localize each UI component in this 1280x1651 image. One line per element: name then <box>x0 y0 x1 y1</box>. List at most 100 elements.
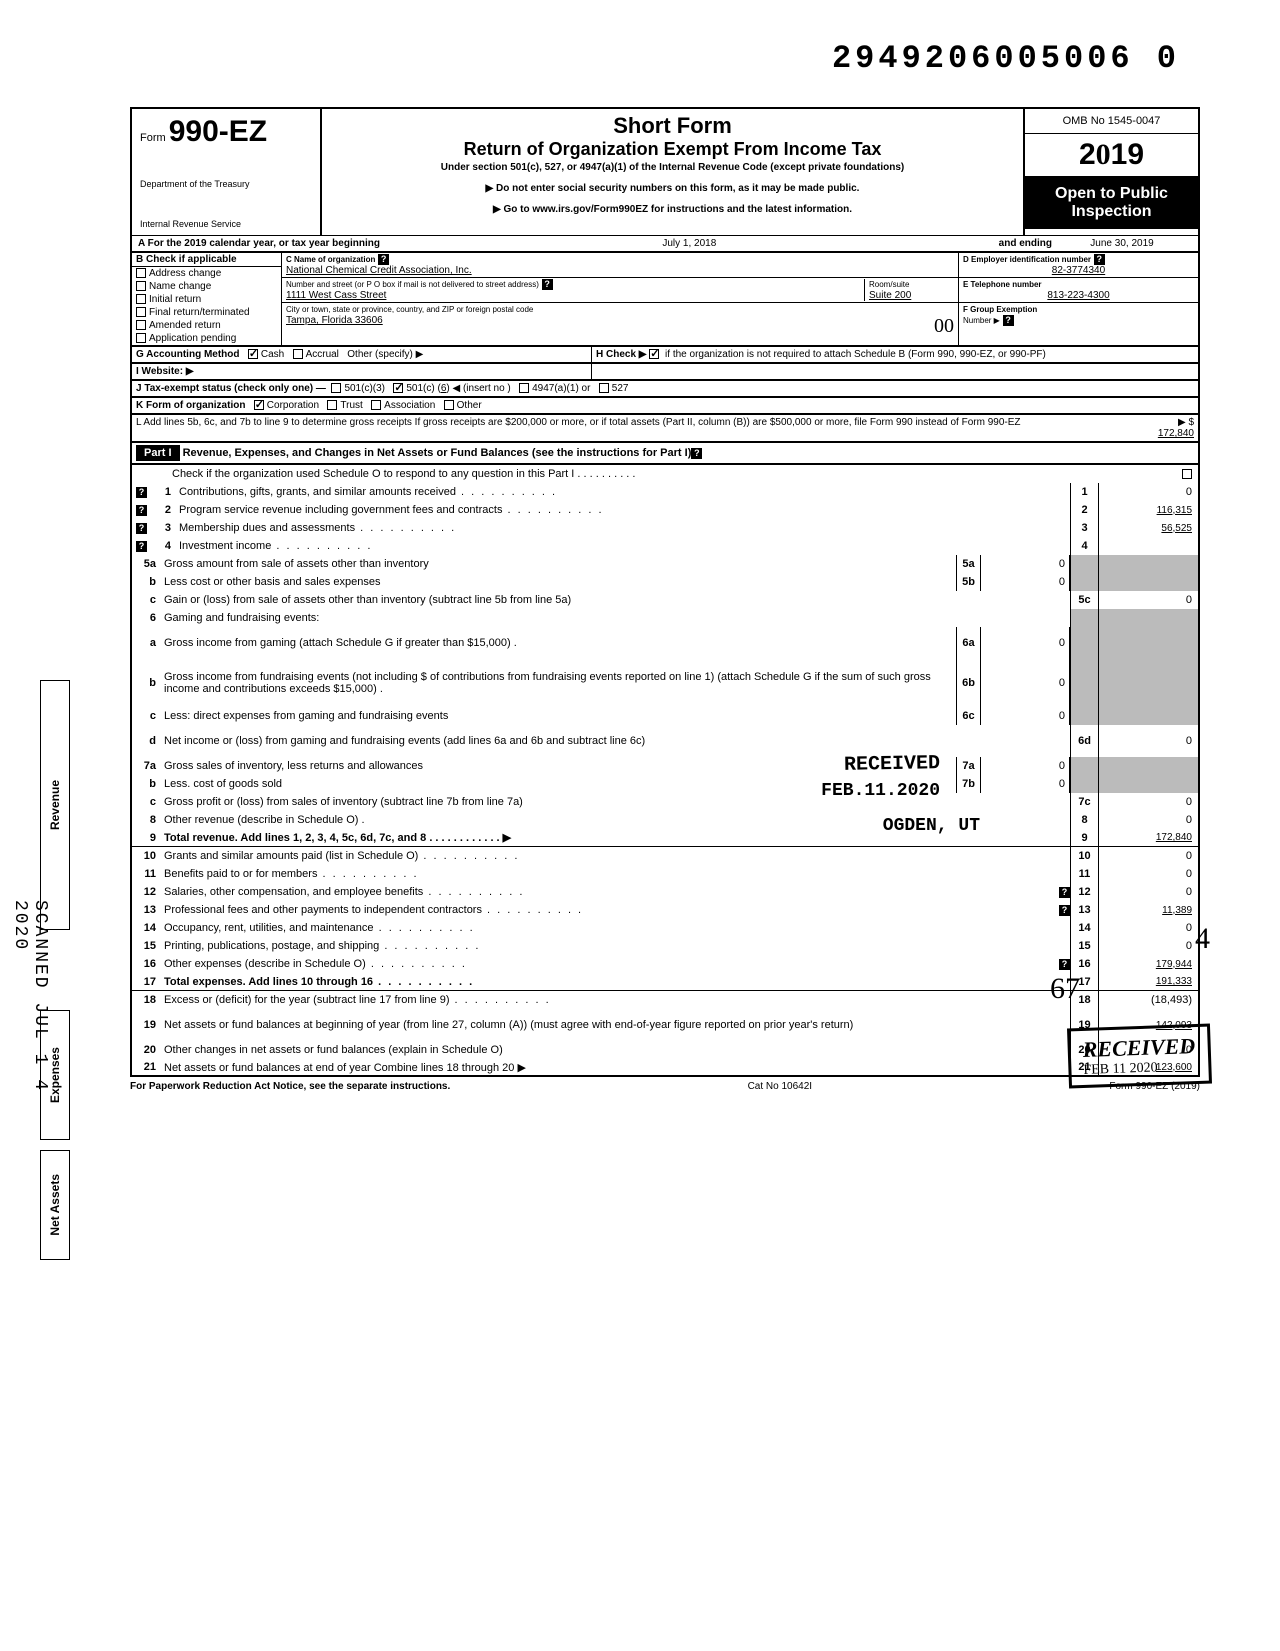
ln11-amt: 0 <box>1098 865 1198 883</box>
ln5c-box: 5c <box>1070 591 1098 609</box>
dept1: Department of the Treasury <box>140 179 312 189</box>
form-page: SCANNED JUL 1 4 2020 2949206005006 0 For… <box>0 0 1280 1136</box>
ln16-box: 16 <box>1070 955 1098 973</box>
ln17-amt: 191,333 <box>1098 973 1198 990</box>
part1-label: Part I <box>136 445 180 461</box>
b-opt-0[interactable]: Address change <box>132 267 281 280</box>
received-date-1: FEB.11.2020 <box>821 781 940 801</box>
line-a-end: June 30, 2019 <box>1052 238 1192 249</box>
ln2-box: 2 <box>1070 501 1098 519</box>
b-opt-4[interactable]: Amended return <box>132 319 281 332</box>
street-label: Number and street (or P O box if mail is… <box>286 280 539 289</box>
ln7c-no: c <box>132 796 164 808</box>
h-label: H Check ▶ <box>596 349 646 360</box>
f-label: F Group Exemption <box>963 305 1037 314</box>
form-right-block: OMB No 1545-0047 20201919 Open to Public… <box>1023 109 1198 235</box>
room-label: Room/suite <box>869 280 909 289</box>
form-title-block: Short Form Return of Organization Exempt… <box>322 109 1023 235</box>
accrual-checkbox[interactable] <box>293 349 303 359</box>
suite: Suite 200 <box>869 290 911 301</box>
g-label: G Accounting Method <box>136 349 240 360</box>
l-arrow: ▶ $ <box>1178 417 1194 428</box>
city-label: City or town, state or province, country… <box>286 305 533 314</box>
part1-checkbox[interactable] <box>1182 469 1192 479</box>
ln13-txt: Professional fees and other payments to … <box>164 904 1059 916</box>
ln11-box: 11 <box>1070 865 1098 883</box>
received-stamp-1: RECEIVED <box>844 752 940 777</box>
k-assoc-checkbox[interactable] <box>371 400 381 410</box>
footer-pra: For Paperwork Reduction Act Notice, see … <box>130 1081 450 1092</box>
ln5a-mamt: 0 <box>980 555 1070 573</box>
k-label: K Form of organization <box>136 400 245 411</box>
side-net-assets: Net Assets <box>40 1150 70 1260</box>
city: Tampa, Florida 33606 <box>286 315 383 326</box>
ln3-no: 3 <box>147 522 179 534</box>
ln6a-mamt: 0 <box>980 627 1070 659</box>
ln16-txt: Other expenses (describe in Schedule O) <box>164 958 1059 970</box>
j-501c-checkbox[interactable] <box>393 383 403 393</box>
ln6b-mamt: 0 <box>980 659 1070 707</box>
ln17-txt: Total expenses. Add lines 10 through 16 <box>164 976 1070 988</box>
ln11-no: 11 <box>132 868 164 880</box>
line-a-begin: July 1, 2018 <box>380 238 999 249</box>
form-number-block: Form 990-EZ Department of the Treasury I… <box>132 109 322 235</box>
ln6d-no: d <box>132 735 164 747</box>
handwritten-67: 67 <box>1050 972 1080 1006</box>
street: 1111 West Cass Street <box>286 290 386 301</box>
ln10-box: 10 <box>1070 847 1098 865</box>
ssn-warning: ▶ Do not enter social security numbers o… <box>330 183 1015 194</box>
ln7a-no: 7a <box>132 760 164 772</box>
received-stamp-2-text: RECEIVED <box>1082 1033 1195 1063</box>
ln9-box: 9 <box>1070 829 1098 846</box>
ln5a-mbox: 5a <box>956 555 980 573</box>
ln7a-mamt: 0 <box>980 757 1070 775</box>
ln16-amt: 179,944 <box>1098 955 1198 973</box>
ln21-no: 21 <box>132 1061 164 1073</box>
j-4947-checkbox[interactable] <box>519 383 529 393</box>
j-527-checkbox[interactable] <box>599 383 609 393</box>
ln3-amt: 56,525 <box>1098 519 1198 537</box>
d-label: D Employer identification number <box>963 255 1091 264</box>
ln15-txt: Printing, publications, postage, and shi… <box>164 940 1070 952</box>
k-trust-checkbox[interactable] <box>327 400 337 410</box>
ln4-no: 4 <box>147 540 179 552</box>
form-prefix: Form <box>140 132 166 144</box>
cash-checkbox[interactable] <box>248 349 258 359</box>
ln17-no: 17 <box>132 976 164 988</box>
ln1-amt: 0 <box>1098 483 1198 501</box>
short-form: Short Form <box>330 113 1015 139</box>
line-a-and: and ending <box>999 238 1052 249</box>
ln12-box: 12 <box>1070 883 1098 901</box>
j-501c3-checkbox[interactable] <box>331 383 341 393</box>
form-number: 990-EZ <box>169 115 267 148</box>
part1-check-text: Check if the organization used Schedule … <box>172 468 635 480</box>
b-opt-2[interactable]: Initial return <box>132 293 281 306</box>
ln5c-txt: Gain or (loss) from sale of assets other… <box>164 594 1070 606</box>
b-opt-5[interactable]: Application pending <box>132 332 281 345</box>
ln12-txt: Salaries, other compensation, and employ… <box>164 886 1059 898</box>
ln6b-txt: Gross income from fundraising events (no… <box>164 671 956 695</box>
ln7c-box: 7c <box>1070 793 1098 811</box>
b-opt-1[interactable]: Name change <box>132 280 281 293</box>
handwritten-4: 4 <box>1195 922 1210 956</box>
b-opt-3[interactable]: Final return/terminated <box>132 306 281 319</box>
ln12-no: 12 <box>132 886 164 898</box>
h-checkbox[interactable] <box>649 349 659 359</box>
line-a-label: A For the 2019 calendar year, or tax yea… <box>138 238 380 249</box>
ln2-amt: 116,315 <box>1098 501 1198 519</box>
ln5a-no: 5a <box>132 558 164 570</box>
j-label: J Tax-exempt status (check only one) — <box>136 383 326 394</box>
ln20-txt: Other changes in net assets or fund bala… <box>164 1044 1070 1056</box>
k-other-checkbox[interactable] <box>444 400 454 410</box>
k-corp-checkbox[interactable] <box>254 400 264 410</box>
ln6c-mbox: 6c <box>956 707 980 725</box>
col-d: D Employer identification number ? 82-37… <box>958 253 1198 345</box>
ln6a-txt: Gross income from gaming (attach Schedul… <box>164 637 956 649</box>
ln5b-no: b <box>132 576 164 588</box>
line-a: A For the 2019 calendar year, or tax yea… <box>130 235 1200 253</box>
ln2-no: 2 <box>147 504 179 516</box>
ln14-amt: 0 <box>1098 919 1198 937</box>
ln4-txt: Investment income <box>179 540 1070 552</box>
ln13-amt: 11,389 <box>1098 901 1198 919</box>
ln6-txt: Gaming and fundraising events: <box>164 612 1070 624</box>
